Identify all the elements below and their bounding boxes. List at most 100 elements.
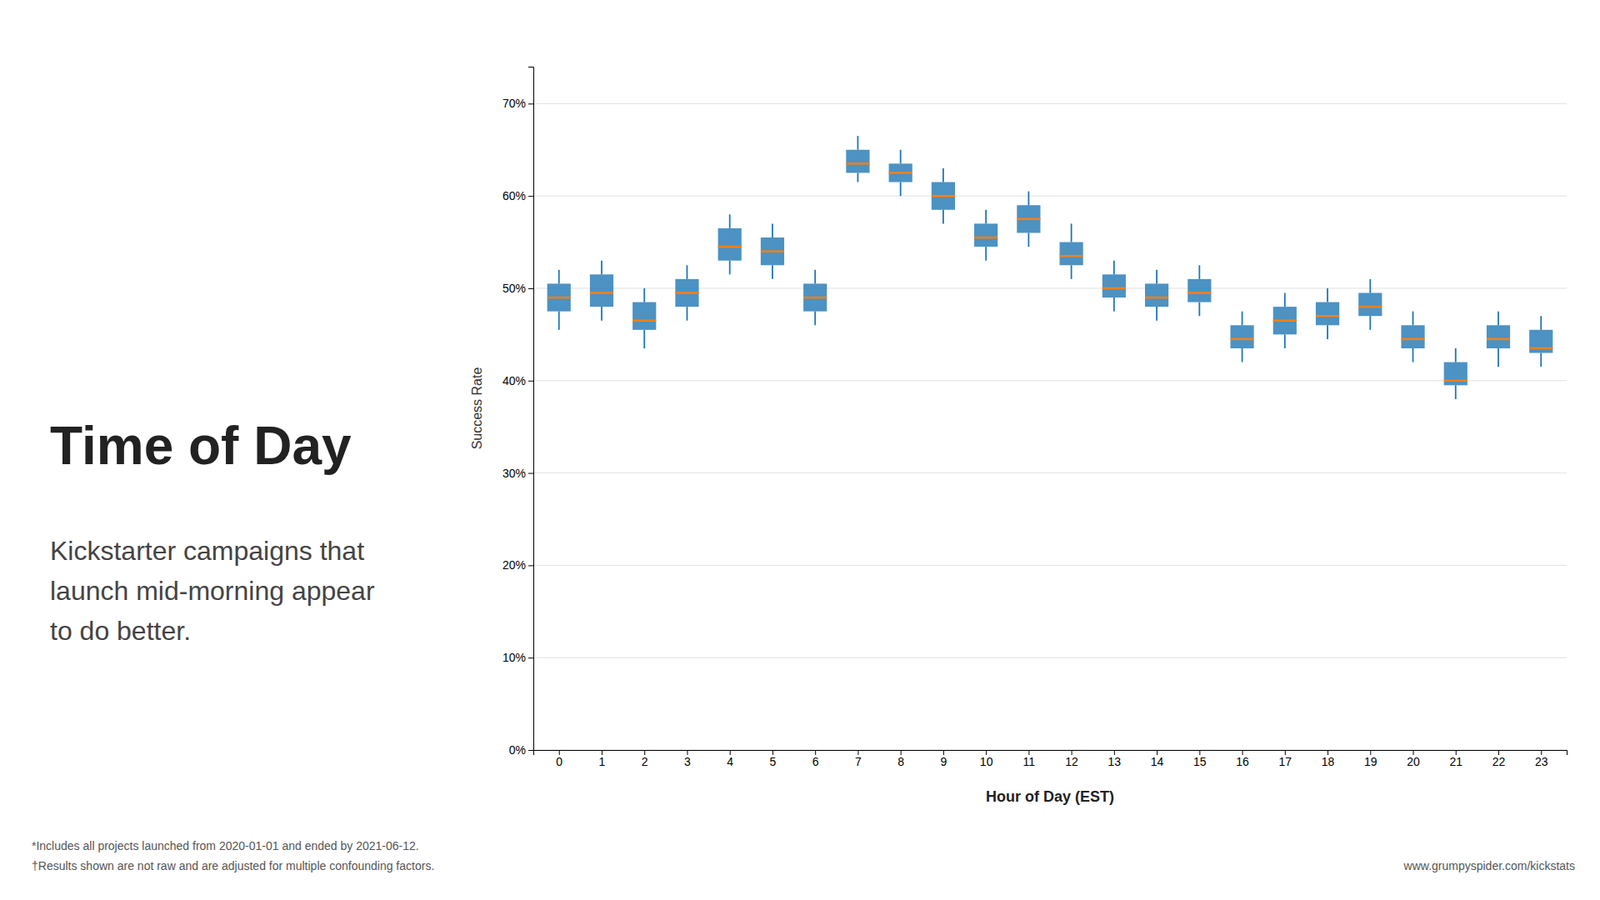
- whisker-lower: [1455, 385, 1457, 400]
- x-tick-label: 22: [1492, 755, 1506, 769]
- whisker-upper: [600, 260, 603, 275]
- x-tick-label: 16: [1235, 755, 1250, 769]
- whisker-lower: [1412, 348, 1415, 363]
- box: [1102, 274, 1126, 298]
- box: [1529, 330, 1553, 354]
- median: [718, 245, 742, 249]
- watermark: www.grumpyspider.com/kickstats: [1403, 859, 1575, 873]
- whisker-upper: [1326, 288, 1329, 303]
- x-tick: 13: [1108, 750, 1122, 769]
- box: [1230, 325, 1254, 349]
- box-group: [1187, 265, 1211, 316]
- whisker-lower: [1027, 232, 1030, 247]
- box-group: [931, 168, 955, 224]
- grid-line: [533, 380, 1567, 381]
- median: [1145, 296, 1169, 300]
- x-tick-label: 18: [1321, 755, 1335, 769]
- grid-line: [533, 472, 1567, 474]
- x-tick: 5: [770, 750, 777, 769]
- box: [718, 228, 742, 261]
- whisker-upper: [942, 168, 945, 183]
- median: [1102, 287, 1126, 290]
- y-axis: 0%10%20%30%40%50%60%70%: [502, 67, 535, 757]
- median: [1444, 380, 1468, 383]
- median: [845, 162, 870, 165]
- y-axis-line: [528, 67, 535, 751]
- x-tick: 10: [980, 750, 994, 769]
- median: [632, 319, 656, 322]
- box: [889, 163, 913, 182]
- median: [889, 171, 913, 175]
- grid-line: [533, 657, 1567, 659]
- y-tick-label: 20%: [502, 558, 526, 572]
- y-tick-label: 60%: [502, 189, 526, 203]
- x-tick: 11: [1023, 750, 1036, 769]
- x-tick-label: 4: [726, 755, 734, 769]
- box: [803, 283, 827, 311]
- y-tick: 70%: [502, 96, 534, 110]
- median: [1273, 319, 1297, 322]
- x-tick-label: 12: [1065, 755, 1079, 769]
- subtitle: to do better.: [50, 615, 191, 646]
- y-tick-label: 70%: [502, 96, 526, 110]
- x-tick-label: 21: [1449, 755, 1463, 769]
- title: Time of Day: [50, 415, 352, 476]
- median: [1486, 338, 1510, 341]
- x-tick-label: 11: [1023, 755, 1036, 769]
- median: [1529, 347, 1553, 350]
- y-tick-mark: [528, 288, 534, 290]
- whisker-upper: [1198, 265, 1200, 280]
- y-tick: 40%: [502, 374, 534, 388]
- whisker-lower: [1326, 325, 1329, 340]
- box-group: [1486, 311, 1510, 367]
- whisker-lower: [1284, 334, 1286, 349]
- whisker-lower: [1369, 315, 1371, 330]
- subtitle: Kickstarter campaigns that: [50, 535, 365, 566]
- whisker-lower: [1241, 348, 1244, 363]
- whisker-upper: [1412, 311, 1415, 326]
- x-tick: 19: [1364, 750, 1378, 769]
- box-group: [1060, 223, 1084, 279]
- box: [1358, 292, 1382, 316]
- median: [1016, 218, 1040, 221]
- grid: [533, 103, 1567, 750]
- x-tick-label: 2: [641, 755, 649, 769]
- box-group: [1230, 311, 1254, 363]
- y-tick: 0%: [509, 743, 534, 757]
- x-tick-label: 15: [1193, 755, 1207, 769]
- x-tick: 3: [684, 750, 691, 769]
- whisker-upper: [1455, 348, 1457, 363]
- whisker-upper: [558, 270, 560, 285]
- box-group: [889, 150, 913, 196]
- x-tick-label: 9: [940, 755, 948, 769]
- box: [1016, 205, 1040, 233]
- x-tick-label: 8: [897, 755, 905, 769]
- y-tick: 30%: [502, 466, 534, 480]
- box-group: [547, 270, 571, 330]
- x-tick: 1: [599, 750, 606, 769]
- median: [931, 195, 955, 198]
- whisker-upper: [857, 135, 860, 150]
- whisker-lower: [1155, 306, 1158, 321]
- y-tick: 60%: [502, 189, 534, 203]
- box-group: [632, 288, 656, 349]
- box-group: [1444, 348, 1468, 400]
- whisker-upper: [643, 288, 645, 303]
- y-tick-mark: [528, 657, 534, 659]
- box-group: [675, 265, 699, 320]
- whisker-lower: [1198, 302, 1200, 317]
- x-axis: 01234567891011121314151617181920212223: [534, 750, 1568, 769]
- box: [1444, 362, 1468, 386]
- box: [760, 237, 785, 265]
- whisker-lower: [686, 306, 689, 321]
- whisker-upper: [1155, 270, 1158, 285]
- grid-line: [533, 103, 1567, 105]
- box-group: [1529, 315, 1553, 367]
- y-tick-label: 0%: [509, 743, 526, 757]
- x-tick: 17: [1279, 750, 1293, 769]
- whisker-upper: [1497, 311, 1500, 326]
- box-group: [1273, 292, 1297, 348]
- x-tick-label: 20: [1406, 755, 1420, 769]
- median: [1358, 305, 1382, 309]
- x-tick: 21: [1449, 750, 1463, 769]
